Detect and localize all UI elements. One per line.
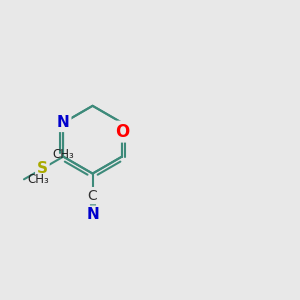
- Text: N: N: [86, 207, 99, 222]
- Text: N: N: [57, 115, 70, 130]
- Text: O: O: [115, 123, 129, 141]
- Text: CH₃: CH₃: [52, 148, 74, 161]
- Text: CH₃: CH₃: [27, 173, 49, 186]
- Text: C: C: [88, 189, 98, 202]
- Text: S: S: [37, 161, 48, 176]
